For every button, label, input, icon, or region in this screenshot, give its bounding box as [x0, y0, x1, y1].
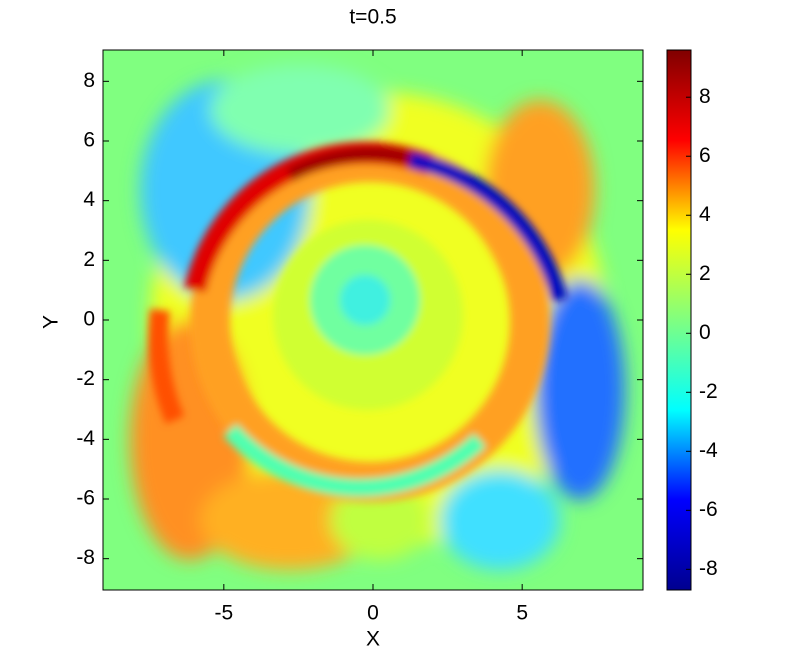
- chart-title: t=0.5: [349, 6, 396, 29]
- y-tick-label: -8: [76, 546, 95, 569]
- x-tick-label: 0: [367, 602, 379, 625]
- heatmap-field: [103, 50, 643, 590]
- y-tick-label: 6: [83, 129, 95, 152]
- colorbar-tick-label: 0: [699, 321, 711, 344]
- y-tick-label: -4: [76, 427, 95, 450]
- y-tick-label: -6: [76, 487, 95, 510]
- x-tick-label: 5: [516, 602, 528, 625]
- y-tick-label: 4: [83, 188, 95, 211]
- y-tick-label: 8: [83, 69, 95, 92]
- y-tick-label: 2: [83, 248, 95, 271]
- colorbar-tick-label: -4: [699, 439, 718, 462]
- y-tick-label: 0: [83, 308, 95, 331]
- colorbar-tick-label: -2: [699, 380, 718, 403]
- colorbar-tick-label: 2: [699, 262, 711, 285]
- colorbar: [666, 49, 692, 591]
- colorbar-tick-label: 4: [699, 203, 711, 226]
- colorbar-tick-label: -8: [699, 557, 718, 580]
- colorbar-tick-label: 8: [699, 85, 711, 108]
- colorbar-tick-label: 6: [699, 144, 711, 167]
- x-axis-label: X: [366, 628, 380, 651]
- x-tick-label: -5: [214, 602, 233, 625]
- y-tick-label: -2: [76, 367, 95, 390]
- y-axis-label: Y: [40, 315, 63, 329]
- colorbar-tick-label: -6: [699, 498, 718, 521]
